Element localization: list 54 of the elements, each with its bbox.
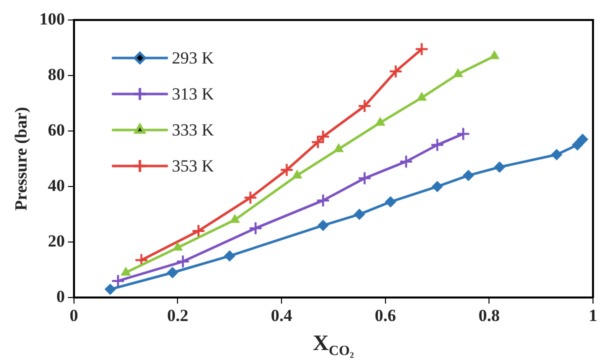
y-tick-label: 80 [48, 64, 65, 84]
point [453, 68, 463, 78]
y-tick-label: 60 [48, 120, 65, 140]
x-tick-label: 0 [70, 306, 78, 326]
legend-label: 293 K [172, 48, 215, 68]
x-tick-label: 0.4 [270, 306, 293, 326]
point [494, 162, 506, 173]
point [243, 190, 258, 205]
point [358, 171, 372, 186]
y-tick-label: 100 [39, 9, 65, 28]
point [414, 42, 429, 56]
y-tick-label: 20 [48, 231, 65, 250]
point [551, 149, 562, 160]
point [577, 134, 588, 145]
point [111, 274, 126, 288]
point [456, 126, 470, 141]
y-axis-title: Pressure (bar) [12, 106, 31, 211]
x-tick-label: 0.6 [374, 306, 396, 326]
point [280, 162, 294, 177]
point [334, 144, 344, 152]
point [358, 99, 372, 114]
point [316, 130, 330, 144]
legend-label: 313 K [172, 84, 215, 104]
point [388, 64, 403, 78]
point [416, 92, 427, 101]
x-tick-label: 0.8 [478, 306, 500, 326]
point [120, 267, 131, 276]
legend-label: 353 K [172, 156, 215, 176]
point [248, 221, 263, 236]
point [572, 139, 583, 150]
point [316, 193, 330, 208]
y-tick-label: 0 [56, 286, 65, 306]
point [292, 170, 302, 178]
point [191, 224, 206, 238]
point [318, 220, 329, 231]
point [490, 50, 500, 60]
y-tick-label: 40 [48, 176, 65, 195]
x-tick-label: 0.2 [167, 306, 188, 326]
point [375, 117, 385, 126]
point [385, 196, 396, 208]
point [430, 138, 444, 152]
point [104, 284, 116, 295]
point [462, 170, 474, 181]
point [224, 250, 236, 262]
point [172, 242, 183, 251]
legend-label: 333 K [172, 120, 215, 140]
point [399, 154, 414, 169]
point [432, 181, 443, 192]
point [167, 267, 178, 278]
point [310, 135, 325, 150]
point [230, 214, 240, 223]
point [354, 208, 365, 220]
point [176, 254, 190, 269]
x-tick-label: 1 [588, 306, 598, 326]
